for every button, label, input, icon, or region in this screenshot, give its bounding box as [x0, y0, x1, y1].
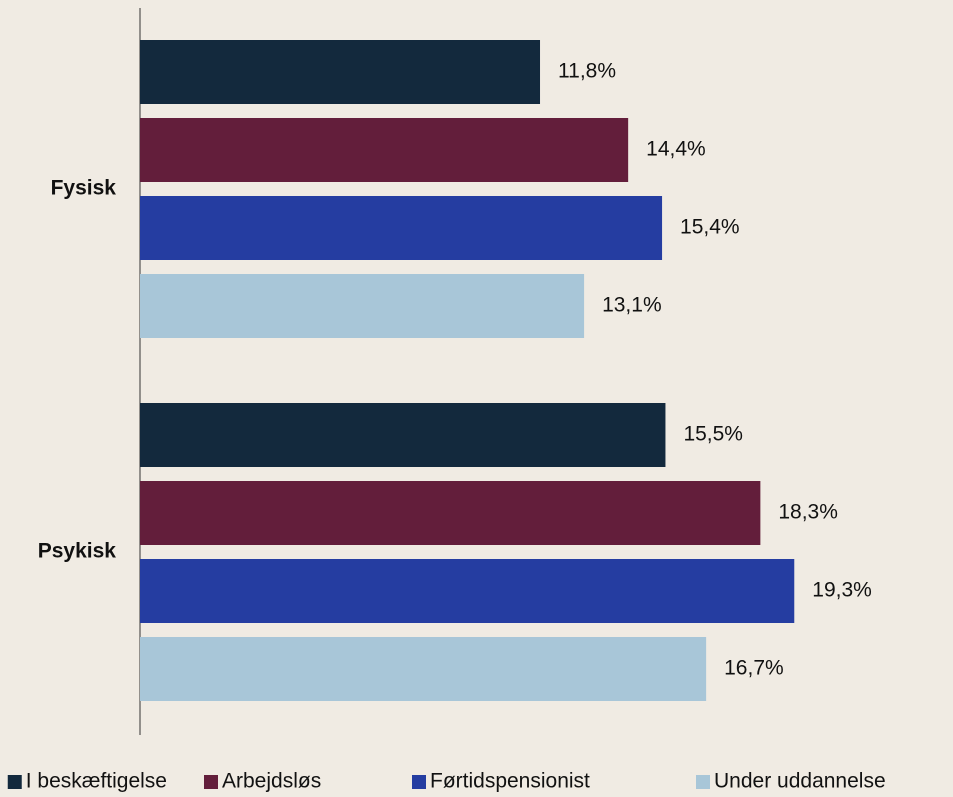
category-label: Fysisk [51, 177, 117, 200]
data-label: 19,3% [812, 579, 872, 602]
bar [140, 481, 761, 545]
bar [140, 40, 541, 104]
data-label: 15,4% [680, 216, 740, 239]
bar [140, 196, 663, 260]
category-label: Psykisk [38, 540, 117, 563]
bar [140, 559, 795, 623]
legend-label: Arbejdsløs [222, 770, 321, 793]
data-label: 11,8% [558, 60, 616, 83]
legend-label: Førtidspensionist [430, 770, 590, 793]
data-label: 13,1% [602, 294, 662, 317]
legend-label: Under uddannelse [714, 770, 886, 793]
legend-label: I beskæftigelse [26, 770, 167, 793]
legend-swatch [7, 775, 22, 789]
data-label: 15,5% [683, 423, 743, 446]
bar [140, 403, 666, 467]
legend-swatch [696, 775, 710, 789]
data-label: 14,4% [646, 138, 706, 161]
legend-swatch [204, 775, 218, 789]
bar [140, 274, 585, 338]
data-label: 18,3% [778, 501, 838, 524]
bar [140, 637, 707, 701]
bar [140, 118, 629, 182]
data-label: 16,7% [724, 657, 784, 680]
legend-swatch [412, 775, 426, 789]
